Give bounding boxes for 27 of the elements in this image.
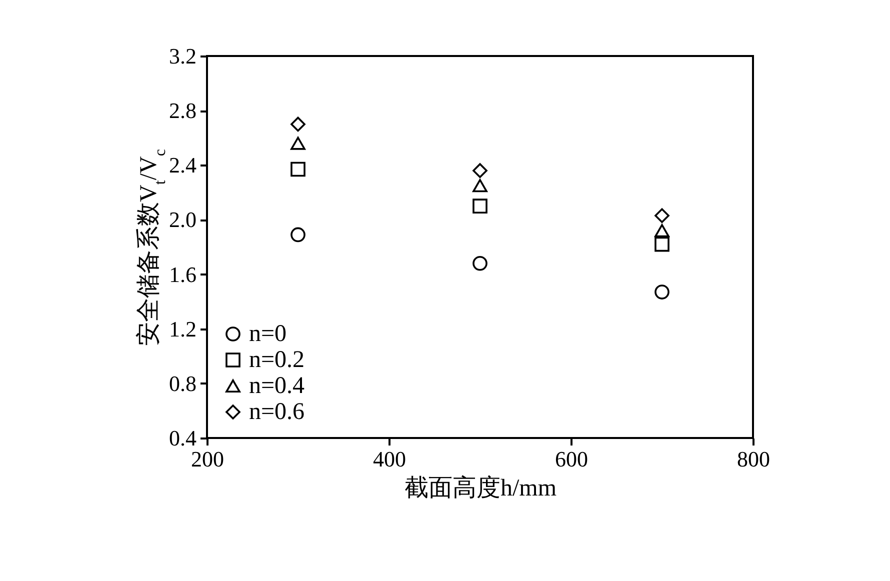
point xyxy=(290,227,306,242)
legend-label: n=0.2 xyxy=(249,347,305,373)
legend-label: n=0 xyxy=(249,321,287,347)
point xyxy=(290,162,306,177)
x-tick-label: 600 xyxy=(555,446,588,472)
y-tick-label: 1.2 xyxy=(169,316,196,342)
legend-label: n=0.6 xyxy=(249,399,305,425)
point xyxy=(290,136,306,150)
point xyxy=(472,163,488,178)
y-tick-label: 2.4 xyxy=(169,152,196,178)
point xyxy=(472,256,488,271)
y-tick-label: 2.8 xyxy=(169,98,196,124)
point xyxy=(290,116,306,132)
y-tick-label: 3.2 xyxy=(169,44,196,68)
x-tick-label: 400 xyxy=(373,446,406,472)
y-tick-label: 2.0 xyxy=(169,207,196,232)
legend-label: n=0.4 xyxy=(249,373,305,399)
x-axis-title: 截面高度h/mm xyxy=(404,474,557,502)
point xyxy=(472,179,488,192)
point xyxy=(472,198,488,214)
x-tick-label: 800 xyxy=(737,446,770,472)
point xyxy=(654,224,670,238)
point xyxy=(654,236,670,252)
y-tick-label: 1.6 xyxy=(169,262,196,287)
point xyxy=(654,284,670,300)
point xyxy=(654,208,670,224)
y-tick-label: 0.8 xyxy=(169,370,196,396)
